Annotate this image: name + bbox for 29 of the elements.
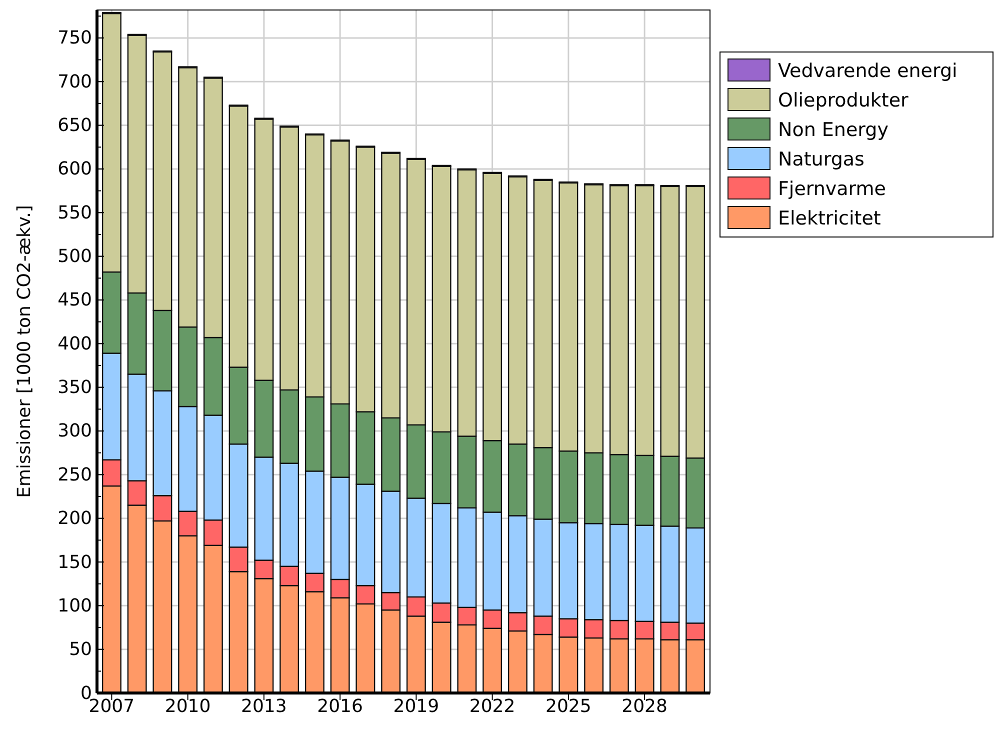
y-tick-label: 650 <box>58 115 92 136</box>
x-tick-label: 2028 <box>622 696 668 718</box>
y-tick-label: 500 <box>58 246 92 268</box>
y-axis-title: Emissioner [1000 ton CO2-ækv.] <box>14 205 35 498</box>
legend-label: Vedvarende energi <box>778 60 958 82</box>
legend-label: Fjernvarme <box>778 178 886 200</box>
x-tick-label: 2022 <box>469 696 516 718</box>
x-tick-label: 2019 <box>393 696 440 718</box>
legend-label: Non Energy <box>778 119 888 141</box>
x-tick-label: 2016 <box>317 696 363 718</box>
y-tick-label: 250 <box>58 464 92 486</box>
legend-label: Naturgas <box>778 148 864 170</box>
y-tick-label: 150 <box>58 552 92 573</box>
x-tick-label: 2013 <box>241 696 287 718</box>
legend-label: Olieprodukter <box>778 90 909 112</box>
x-tick-label: 2010 <box>164 696 211 718</box>
y-tick-label: 400 <box>58 333 92 354</box>
y-tick-label: 100 <box>58 595 92 616</box>
y-tick-label: 450 <box>58 290 92 311</box>
legend-label: Elektricitet <box>778 208 881 230</box>
y-tick-label: 200 <box>58 508 92 530</box>
x-tick-label: 2025 <box>546 696 592 718</box>
y-tick-label: 550 <box>58 202 92 224</box>
y-tick-label: 350 <box>58 377 92 398</box>
y-tick-label: 50 <box>69 639 92 660</box>
y-tick-label: 700 <box>58 71 92 92</box>
y-tick-label: 750 <box>58 28 92 49</box>
y-tick-label: 600 <box>58 158 92 180</box>
y-tick-label: 300 <box>58 420 92 442</box>
